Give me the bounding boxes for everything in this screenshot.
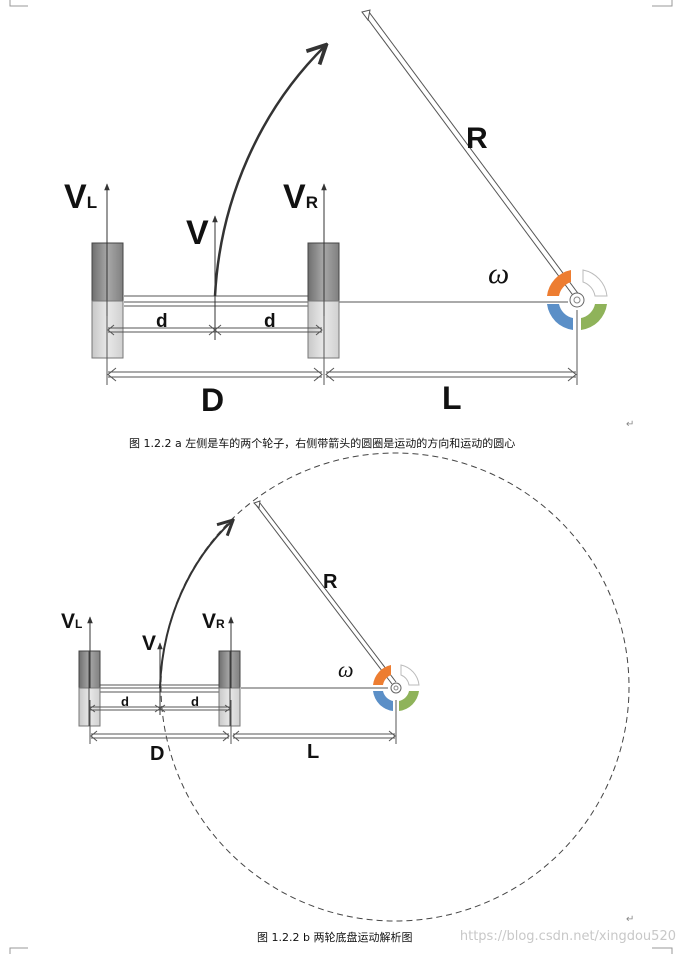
paragraph-mark-a: ↵ [626, 419, 634, 430]
axle [124, 295, 568, 307]
label-L: L [442, 380, 462, 416]
label-D: D [150, 743, 164, 765]
label-r: R [466, 122, 488, 155]
page-corner-marks [9, 0, 673, 954]
label-D: D [201, 382, 224, 418]
label-vl: VL [61, 610, 82, 633]
radius-line [361, 9, 581, 299]
label-d-left: d [156, 311, 168, 332]
label-d-right: d [191, 694, 199, 709]
rotation-center-icon [373, 664, 420, 711]
label-r: R [323, 571, 338, 593]
D-L-dimension [89, 700, 397, 744]
d-dimension [107, 324, 323, 336]
D-L-dimension [106, 310, 578, 385]
trajectory-arc [159, 521, 232, 689]
radius-line [253, 500, 397, 685]
label-L: L [307, 741, 319, 763]
label-v: V [142, 632, 156, 655]
caption-a: 图 1.2.2 a 左侧是车的两个轮子，右侧带箭头的圆圈是运动的方向和运动的圆心 [129, 436, 515, 450]
label-d-left: d [121, 694, 129, 709]
rotation-center-icon [547, 269, 608, 330]
label-vr: VR [283, 178, 318, 216]
trajectory-arc [213, 46, 325, 297]
label-omega: ω [488, 257, 509, 290]
right-wheel [218, 650, 241, 727]
d-dimension [89, 704, 231, 713]
axle [100, 684, 388, 693]
label-vr: VR [202, 610, 225, 633]
label-d-right: d [264, 311, 276, 332]
paragraph-mark-b: ↵ [626, 914, 634, 925]
watermark: https://blog.csdn.net/xingdou520 [460, 929, 676, 944]
caption-b: 图 1.2.2 b 两轮底盘运动解析图 [257, 930, 412, 944]
figure-a: VL VR V R ω d d D L 图 1.2.2 a 左侧是车的两个轮子，… [64, 9, 634, 450]
label-vl: VL [64, 178, 97, 216]
label-v: V [186, 214, 209, 252]
label-omega: ω [338, 657, 354, 682]
figure-b: VL VR V R ω d d D L 图 1.2.2 b 两轮底盘运动解析图 … [61, 452, 634, 944]
